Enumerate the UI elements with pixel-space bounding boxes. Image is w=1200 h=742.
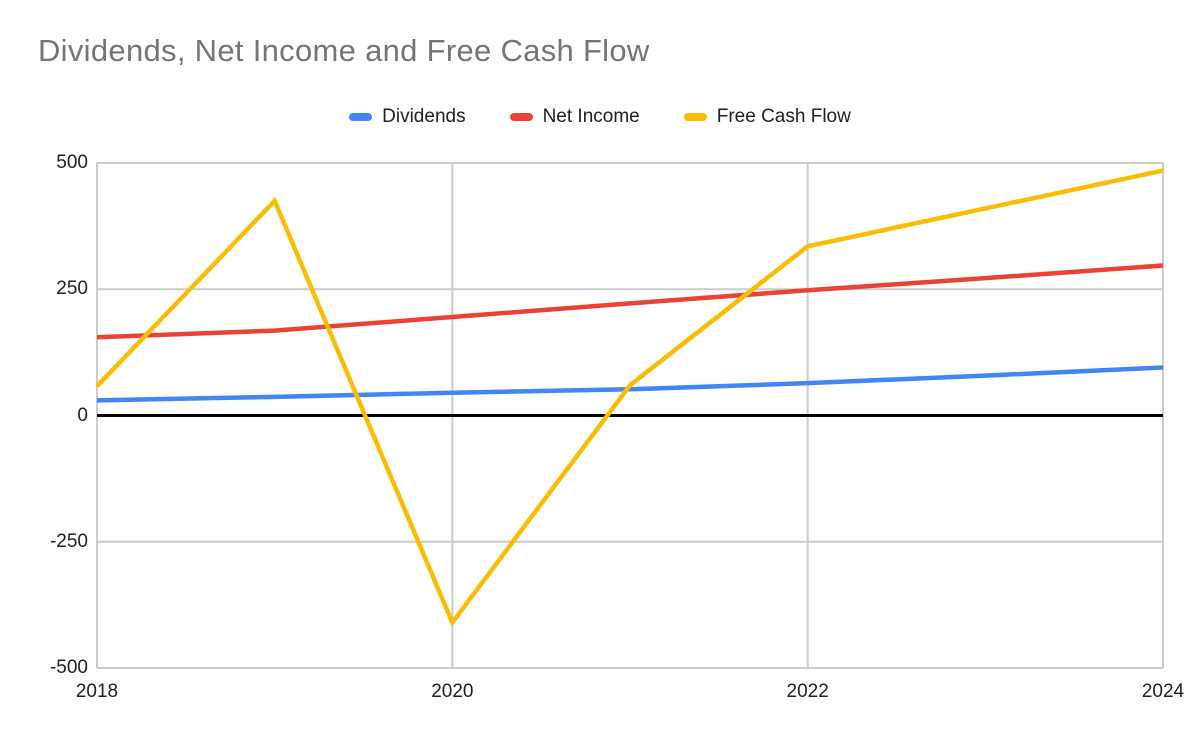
y-tick-label--250: -250 bbox=[49, 530, 88, 552]
x-tick-label-2018: 2018 bbox=[75, 681, 119, 702]
legend-item-free-cash-flow: Free Cash Flow bbox=[683, 104, 851, 130]
series-line-net-income bbox=[96, 263, 1164, 340]
y-tick-label-250: 250 bbox=[56, 278, 88, 300]
y-tick-label-0: 0 bbox=[77, 404, 88, 426]
y-tick-label-500: 500 bbox=[56, 152, 88, 173]
legend-item-dividends: Dividends bbox=[349, 104, 466, 130]
y-tick-label--500: -500 bbox=[49, 657, 88, 678]
x-tick-label-2024: 2024 bbox=[1141, 681, 1185, 702]
legend-label-net-income: Net Income bbox=[542, 106, 640, 127]
chart-title: Dividends, Net Income and Free Cash Flow bbox=[38, 33, 650, 68]
x-tick-label-2022: 2022 bbox=[786, 681, 829, 702]
legend-label-free-cash-flow: Free Cash Flow bbox=[716, 106, 851, 127]
legend-swatch-net-income bbox=[509, 113, 533, 121]
series-line-free-cash-flow bbox=[95, 168, 1164, 628]
legend-swatch-free-cash-flow bbox=[683, 113, 707, 121]
legend-item-net-income: Net Income bbox=[509, 104, 640, 130]
legend-label-dividends: Dividends bbox=[382, 106, 466, 127]
legend: Dividends Net Income Free Cash Flow bbox=[0, 104, 1200, 130]
x-tick-label-2020: 2020 bbox=[431, 681, 474, 702]
series-line-dividends bbox=[96, 365, 1164, 403]
legend-swatch-dividends bbox=[349, 113, 373, 121]
